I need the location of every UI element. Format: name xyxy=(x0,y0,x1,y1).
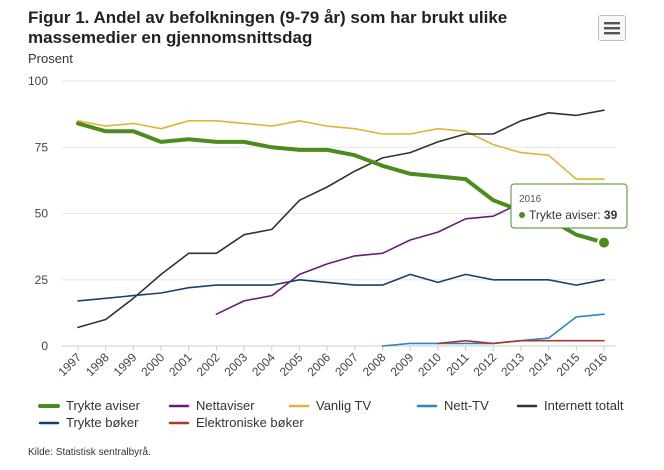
legend-item[interactable]: Elektroniske bøker xyxy=(168,415,304,430)
tooltip-value: 39 xyxy=(604,208,618,222)
legend-item[interactable]: Trykte bøker xyxy=(38,415,139,430)
x-tick-label: 2002 xyxy=(194,350,223,379)
x-tick-label: 2014 xyxy=(526,350,555,379)
y-tick-label: 25 xyxy=(35,273,49,287)
x-tick-label: 2016 xyxy=(581,350,610,379)
highlighted-point[interactable] xyxy=(597,235,611,250)
y-tick-label: 50 xyxy=(35,207,49,221)
hamburger-menu-icon xyxy=(604,22,620,35)
legend-label: Trykte aviser xyxy=(66,398,141,413)
legend-item[interactable]: Internett totalt xyxy=(516,398,624,413)
x-tick-label: 2005 xyxy=(277,350,306,379)
source-note: Kilde: Statistisk sentralbyrå. xyxy=(28,447,151,458)
x-tick-label: 2012 xyxy=(471,350,500,379)
tooltip: 2016 Trykte aviser: 39 xyxy=(510,183,628,229)
y-tick-label: 75 xyxy=(35,140,49,154)
x-tick-label: 2004 xyxy=(249,350,278,379)
chart-title: Figur 1. Andel av befolkningen (9-79 år)… xyxy=(28,8,508,47)
legend-label: Trykte bøker xyxy=(66,415,139,430)
y-axis: 0 25 50 75 100 xyxy=(28,74,48,353)
legend-item[interactable]: Nett-TV xyxy=(416,398,489,413)
legend-item[interactable]: Nettaviser xyxy=(168,398,255,413)
series-line-internett-totalt[interactable] xyxy=(77,109,605,329)
x-tick-label: 1999 xyxy=(111,350,140,379)
chart-menu-button[interactable] xyxy=(598,15,626,41)
y-tick-label: 0 xyxy=(41,339,48,353)
legend-label: Nettaviser xyxy=(196,398,255,413)
x-tick-label: 2003 xyxy=(221,350,250,379)
x-tick-label: 2009 xyxy=(388,350,417,379)
x-tick-label: 2011 xyxy=(444,350,472,378)
series-line-vanlig-tv[interactable] xyxy=(77,120,605,180)
x-tick-label: 1998 xyxy=(83,350,112,379)
x-tick-label: 2013 xyxy=(498,350,527,379)
x-tick-label: 2010 xyxy=(415,350,444,379)
tooltip-label: Trykte aviser xyxy=(529,208,597,222)
x-tick-label: 2006 xyxy=(304,350,333,379)
x-tick-label: 2007 xyxy=(332,350,361,379)
series-line-trykte-b-ker[interactable] xyxy=(77,273,605,302)
x-axis: 1997199819992000200120022003200420052006… xyxy=(55,346,610,379)
x-tick-label: 1997 xyxy=(55,350,84,379)
tooltip-text: Trykte aviser: 39 xyxy=(529,208,618,222)
legend: Trykte aviser Nettaviser Vanlig TV Nett-TV I… xyxy=(38,398,624,430)
legend-label: Internett totalt xyxy=(544,398,624,413)
y-axis-unit-label: Prosent xyxy=(28,51,73,66)
y-tick-label: 100 xyxy=(28,74,48,88)
x-tick-label: 2008 xyxy=(360,350,389,379)
x-tick-label: 2015 xyxy=(554,350,583,379)
legend-label: Vanlig TV xyxy=(316,398,371,413)
x-tick-label: 2000 xyxy=(138,350,167,379)
x-tick-label: 2001 xyxy=(166,350,195,379)
legend-label: Nett-TV xyxy=(444,398,489,413)
legend-item[interactable]: Vanlig TV xyxy=(288,398,371,413)
tooltip-year: 2016 xyxy=(519,194,542,205)
series-line-elektroniske-b-ker[interactable] xyxy=(437,339,605,345)
tooltip-marker xyxy=(519,212,525,218)
legend-label: Elektroniske bøker xyxy=(196,415,304,430)
legend-item[interactable]: Trykte aviser xyxy=(38,398,141,413)
